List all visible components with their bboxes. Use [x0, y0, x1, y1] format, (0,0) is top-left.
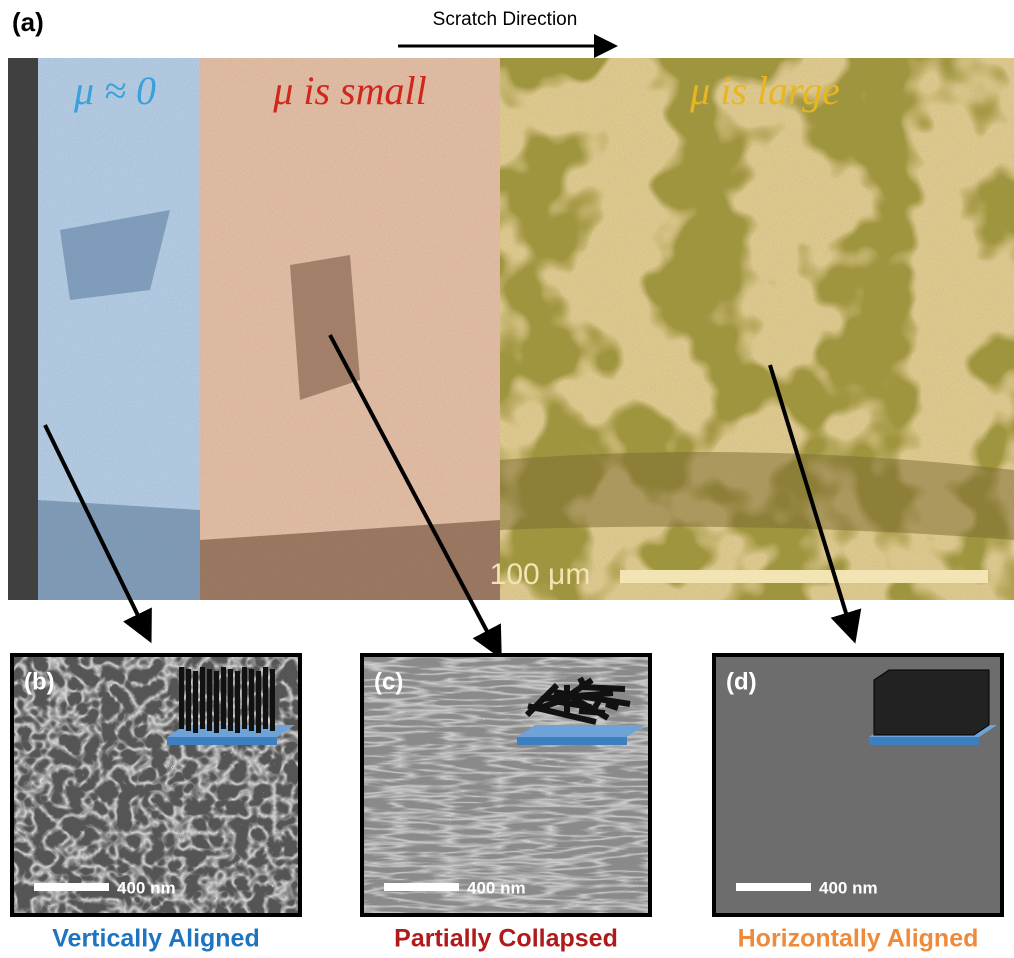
region-label: μ is large — [689, 68, 840, 113]
nanotube — [221, 667, 226, 729]
scale-bar-label: 100 μm — [490, 558, 591, 591]
caption: Partially Collapsed — [394, 925, 618, 953]
scale-bar — [34, 883, 109, 891]
substrate-edge — [167, 737, 277, 745]
nanotube — [207, 669, 212, 731]
nanotube — [200, 667, 205, 729]
scale-bar — [620, 570, 988, 583]
substrate — [517, 725, 645, 737]
nanotube — [263, 667, 268, 729]
caption: Vertically Aligned — [52, 925, 259, 953]
direction-label: Scratch Direction — [433, 9, 578, 30]
nanotube — [179, 667, 184, 729]
nanotube — [606, 704, 618, 708]
scale-bar-label: 400 nm — [819, 878, 878, 897]
region-label: μ ≈ 0 — [73, 68, 156, 113]
caption: Horizontally Aligned — [738, 925, 979, 953]
panel-label: (b) — [24, 668, 55, 695]
scale-bar — [384, 883, 459, 891]
scale-bar-label: 400 nm — [117, 878, 176, 897]
substrate-edge — [517, 737, 627, 745]
panel-label: (c) — [374, 668, 403, 695]
nanotube — [186, 669, 191, 731]
nanotube — [214, 671, 219, 733]
nanotube-block — [874, 670, 989, 735]
nanotube — [256, 671, 261, 733]
sem-image-a — [8, 58, 1014, 600]
nanotube — [579, 711, 605, 713]
panel-label: (a) — [12, 7, 44, 37]
scale-bar — [736, 883, 811, 891]
substrate-edge — [869, 737, 979, 745]
nanotube — [242, 667, 247, 729]
nanotube — [228, 669, 233, 731]
figure: (a) Scratch Direction μ ≈ 0 μ is small μ… — [0, 0, 1014, 958]
nanotube — [193, 671, 198, 733]
scale-bar-label: 400 nm — [467, 878, 526, 897]
panel-label: (d) — [726, 668, 757, 695]
region-label: μ is small — [272, 68, 426, 113]
nanotube — [235, 671, 240, 733]
nanotube — [270, 669, 275, 731]
nanotube — [249, 669, 254, 731]
nanotube — [580, 678, 584, 686]
